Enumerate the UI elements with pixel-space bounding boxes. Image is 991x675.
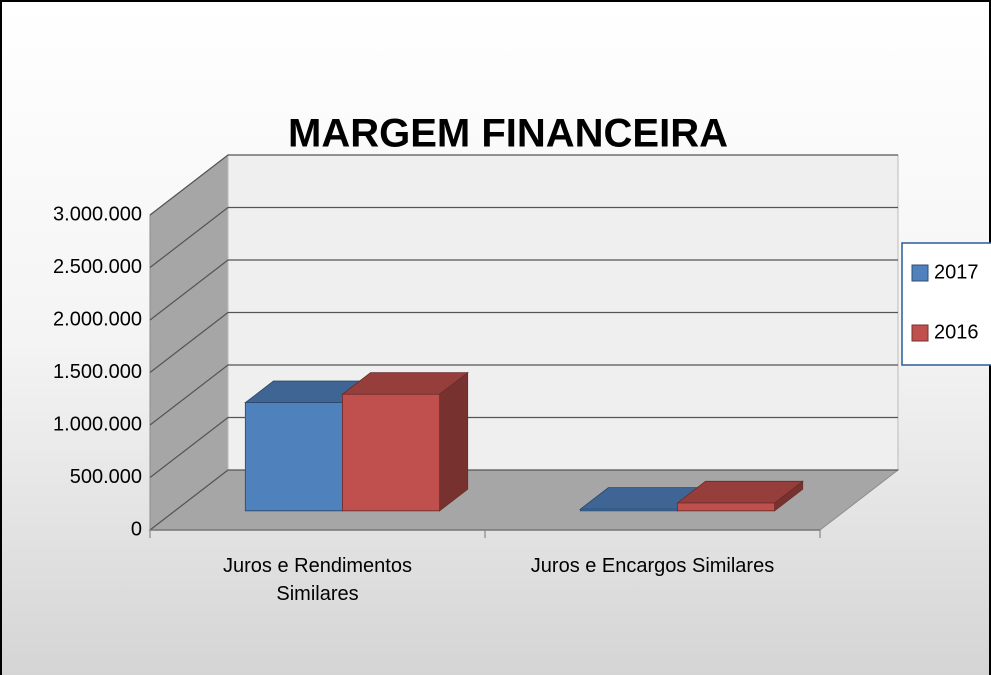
grid-line: [149, 364, 898, 426]
legend-swatch: [911, 264, 929, 282]
y-tick-label: 2.500.000: [53, 256, 142, 278]
y-tick-label: 2.000.000: [53, 308, 142, 330]
bar-front: [677, 502, 776, 512]
grid-line: [149, 206, 898, 268]
bar: [341, 371, 469, 512]
chart-title: MARGEM FINANCEIRA: [288, 112, 728, 156]
grid-line: [149, 259, 898, 321]
legend: [901, 242, 991, 366]
x-tick-label: Juros e Encargos Similares: [530, 555, 775, 577]
grid-line: [149, 154, 898, 216]
y-tick-label: 1.000.000: [53, 413, 142, 435]
x-tick-label: Juros e Rendimentos Similares: [223, 555, 412, 605]
y-tick-label: 0: [131, 518, 142, 540]
grid-line: [149, 416, 898, 478]
grid-line: [149, 311, 898, 373]
grid-line: [149, 469, 898, 531]
bar-front: [579, 508, 678, 512]
y-tick-label: 500.000: [70, 466, 142, 488]
bar: [676, 480, 804, 512]
bar-side: [439, 371, 469, 512]
legend-swatch: [911, 324, 929, 342]
bar-front: [342, 393, 441, 512]
bar-front: [244, 402, 343, 512]
y-tick-label: 1.500.000: [53, 361, 142, 383]
y-tick-label: 3.000.000: [53, 203, 142, 225]
legend-label: 2016: [934, 321, 979, 343]
legend-label: 2017: [934, 261, 979, 283]
